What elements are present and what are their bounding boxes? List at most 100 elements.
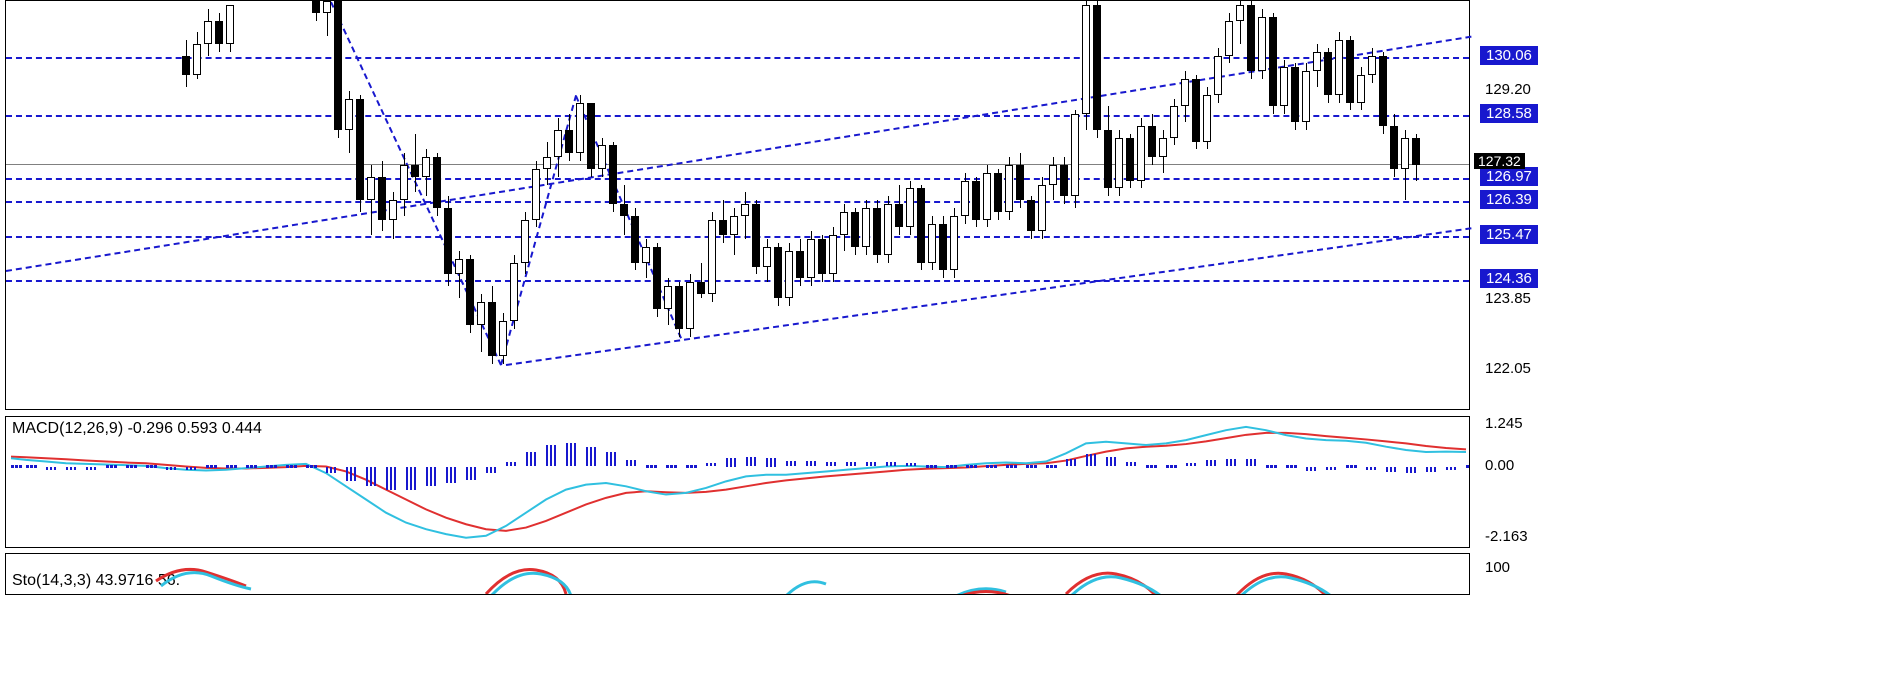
horizontal-level-line bbox=[6, 178, 1469, 180]
candlestick bbox=[333, 1, 343, 138]
macd-histogram-bar bbox=[1310, 467, 1312, 471]
macd-histogram-bar bbox=[134, 465, 137, 468]
macd-histogram-bar bbox=[1286, 465, 1289, 468]
macd-histogram-bar bbox=[294, 465, 297, 468]
macd-histogram-bar bbox=[226, 465, 229, 468]
candlestick bbox=[1015, 153, 1025, 208]
candlestick bbox=[729, 208, 739, 255]
horizontal-level-line bbox=[6, 115, 1469, 117]
macd-histogram-bar bbox=[866, 462, 868, 467]
candlestick bbox=[575, 95, 585, 161]
macd-histogram-bar bbox=[314, 465, 317, 468]
macd-histogram-bar bbox=[910, 463, 912, 467]
macd-axis-label: 1.245 bbox=[1485, 415, 1523, 432]
macd-histogram-bar bbox=[1170, 465, 1173, 468]
candlestick bbox=[1279, 60, 1289, 115]
candlestick bbox=[861, 200, 871, 255]
candlestick bbox=[1301, 63, 1311, 129]
macd-histogram-bar bbox=[846, 462, 848, 467]
macd-histogram-bar bbox=[1330, 467, 1332, 471]
price-axis-label: 129.20 bbox=[1485, 81, 1531, 98]
macd-histogram-bar bbox=[630, 460, 632, 467]
candlestick bbox=[806, 231, 816, 286]
candlestick bbox=[1334, 32, 1344, 102]
candlestick bbox=[652, 243, 662, 317]
macd-histogram-bar bbox=[1166, 465, 1169, 468]
candlestick bbox=[1125, 134, 1135, 189]
macd-histogram-bar bbox=[50, 467, 52, 470]
price-level-label: 125.47 bbox=[1480, 225, 1538, 244]
candlestick bbox=[619, 185, 629, 236]
candlestick bbox=[443, 196, 453, 286]
candlestick bbox=[1389, 114, 1399, 176]
candlestick bbox=[1312, 44, 1322, 87]
macd-histogram-bar bbox=[1094, 454, 1096, 467]
macd-histogram-bar bbox=[690, 465, 693, 468]
macd-histogram-bar bbox=[1014, 465, 1017, 468]
candlestick bbox=[597, 138, 607, 177]
macd-histogram-bar bbox=[934, 465, 937, 468]
candlestick bbox=[674, 282, 684, 337]
stoch-panel[interactable]: Sto(14,3,3) 43.9716 56. bbox=[5, 553, 1470, 595]
macd-histogram-bar bbox=[19, 465, 22, 468]
macd-histogram-bar bbox=[550, 445, 552, 466]
candlestick bbox=[905, 181, 915, 236]
price-panel[interactable] bbox=[5, 0, 1470, 410]
macd-histogram-bar bbox=[650, 465, 653, 468]
macd-histogram-bar bbox=[894, 462, 896, 467]
macd-panel[interactable]: MACD(12,26,9) -0.296 0.593 0.444 bbox=[5, 416, 1470, 548]
macd-histogram-bar bbox=[1210, 460, 1212, 466]
macd-histogram-bar bbox=[86, 467, 88, 470]
candlestick bbox=[894, 185, 904, 236]
macd-histogram-bar bbox=[554, 445, 556, 466]
macd-histogram-bar bbox=[754, 457, 756, 467]
macd-histogram-bar bbox=[1354, 465, 1357, 468]
candlestick bbox=[641, 239, 651, 278]
macd-histogram-bar bbox=[974, 465, 977, 468]
macd-histogram-bar bbox=[434, 467, 436, 487]
current-price-line bbox=[6, 164, 1469, 165]
macd-histogram-bar bbox=[774, 458, 776, 466]
macd-histogram-bar bbox=[110, 465, 113, 468]
candlestick bbox=[586, 103, 596, 177]
candlestick bbox=[311, 1, 321, 21]
candlestick bbox=[322, 1, 332, 36]
macd-histogram-bar bbox=[194, 467, 196, 470]
macd-histogram-bar bbox=[1030, 465, 1033, 468]
current-price-label: 127.32 bbox=[1474, 153, 1525, 169]
macd-histogram-bar bbox=[514, 462, 516, 467]
candlestick bbox=[872, 200, 882, 262]
macd-histogram-bar bbox=[566, 443, 568, 466]
macd-histogram-bar bbox=[914, 463, 916, 467]
candlestick bbox=[828, 227, 838, 282]
macd-histogram-bar bbox=[930, 465, 933, 468]
macd-histogram-bar bbox=[530, 452, 532, 467]
macd-histogram-bar bbox=[246, 465, 249, 468]
macd-histogram-bar bbox=[1074, 459, 1076, 466]
candlestick bbox=[1059, 157, 1069, 204]
macd-histogram-bar bbox=[1446, 467, 1448, 471]
macd-histogram-bar bbox=[1086, 454, 1088, 467]
candlestick bbox=[355, 95, 365, 212]
candlestick bbox=[1103, 106, 1113, 196]
candlestick bbox=[916, 185, 926, 271]
candlestick bbox=[1114, 130, 1124, 196]
macd-histogram-bar bbox=[210, 465, 213, 468]
macd-histogram-bar bbox=[46, 467, 48, 470]
macd-histogram-bar bbox=[670, 465, 673, 468]
macd-histogram-bar bbox=[534, 452, 536, 467]
macd-histogram-bar bbox=[106, 465, 109, 468]
candlestick bbox=[971, 177, 981, 228]
candlestick bbox=[773, 243, 783, 305]
stoch-label: Sto(14,3,3) 43.9716 56. bbox=[12, 572, 180, 590]
macd-histogram-bar bbox=[606, 452, 608, 467]
horizontal-level-line bbox=[6, 280, 1469, 282]
candlestick bbox=[685, 274, 695, 336]
macd-histogram-bar bbox=[710, 463, 712, 467]
macd-histogram-bar bbox=[190, 467, 192, 470]
macd-histogram-bar bbox=[906, 463, 908, 467]
price-level-label: 126.97 bbox=[1480, 167, 1538, 186]
macd-histogram-bar bbox=[1394, 467, 1396, 472]
candlestick bbox=[696, 263, 706, 298]
macd-histogram-bar bbox=[54, 467, 56, 470]
